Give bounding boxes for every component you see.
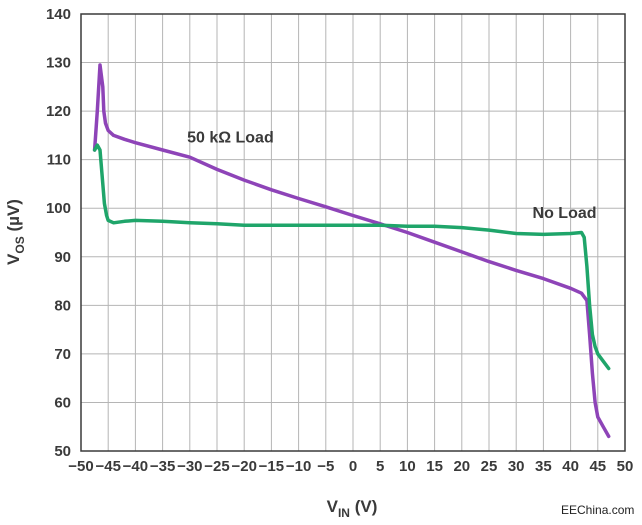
x-tick-label: −10 [286, 458, 311, 475]
y-tick-label: 60 [54, 394, 71, 411]
x-tick-label: 15 [426, 458, 443, 475]
watermark: EEChina.com [561, 503, 635, 517]
y-tick-label: 50 [54, 443, 71, 460]
y-tick-label: 70 [54, 346, 71, 363]
x-tick-label: −30 [177, 458, 202, 475]
x-tick-label: −5 [317, 458, 334, 475]
x-tick-label: 30 [508, 458, 525, 475]
x-tick-label: 0 [349, 458, 357, 475]
x-tick-label: 40 [562, 458, 579, 475]
grid [80, 13, 626, 452]
x-tick-label: −50 [68, 458, 93, 475]
x-tick-label: 45 [589, 458, 606, 475]
x-axis-title-sub: IN [338, 506, 350, 520]
x-tick-label: 50 [617, 458, 634, 475]
x-tick-label: −20 [231, 458, 256, 475]
y-tick-label: 80 [54, 297, 71, 314]
x-axis-title: VIN (V) [327, 497, 378, 520]
series-label: No Load [533, 205, 597, 222]
x-axis-title-unit: (V) [350, 497, 377, 516]
x-tick-label: −15 [259, 458, 284, 475]
y-axis-title-sub: OS [13, 236, 27, 253]
plot-frame [80, 13, 626, 452]
x-tick-label: 35 [535, 458, 552, 475]
x-axis: −50 −45 −40 −35 −30 −25 −20 −15 −10 −5 0 5 10 15 20 25 3… [68, 458, 633, 475]
series-line-50k-load [92, 63, 611, 439]
x-axis-title-main: V [327, 497, 339, 516]
x-tick-label: 25 [481, 458, 498, 475]
y-tick-label: 100 [46, 200, 71, 217]
y-tick-label: 110 [47, 152, 71, 169]
x-tick-label: −35 [150, 458, 175, 475]
x-tick-label: −40 [123, 458, 148, 475]
y-axis-title: VOS (µV) [4, 199, 27, 265]
series-line-no-load [92, 143, 611, 371]
y-axis-title-main: V [4, 253, 23, 265]
x-tick-label: 10 [399, 458, 416, 475]
x-tick-label: −25 [204, 458, 229, 475]
x-tick-label: −45 [95, 458, 120, 475]
annotations: 50 kΩ Load No Load [187, 130, 596, 222]
y-tick-label: 120 [46, 103, 71, 120]
y-tick-label: 140 [46, 6, 71, 23]
y-axis: 50 60 70 80 90 100 110 120 130 140 [46, 6, 71, 460]
y-tick-label: 130 [46, 55, 71, 72]
x-tick-label: 20 [453, 458, 470, 475]
y-tick-label: 90 [54, 249, 71, 266]
series-label: 50 kΩ Load [187, 130, 274, 147]
series-group [92, 63, 611, 439]
x-tick-label: 5 [376, 458, 384, 475]
y-axis-title-unit: (µV) [4, 199, 23, 236]
